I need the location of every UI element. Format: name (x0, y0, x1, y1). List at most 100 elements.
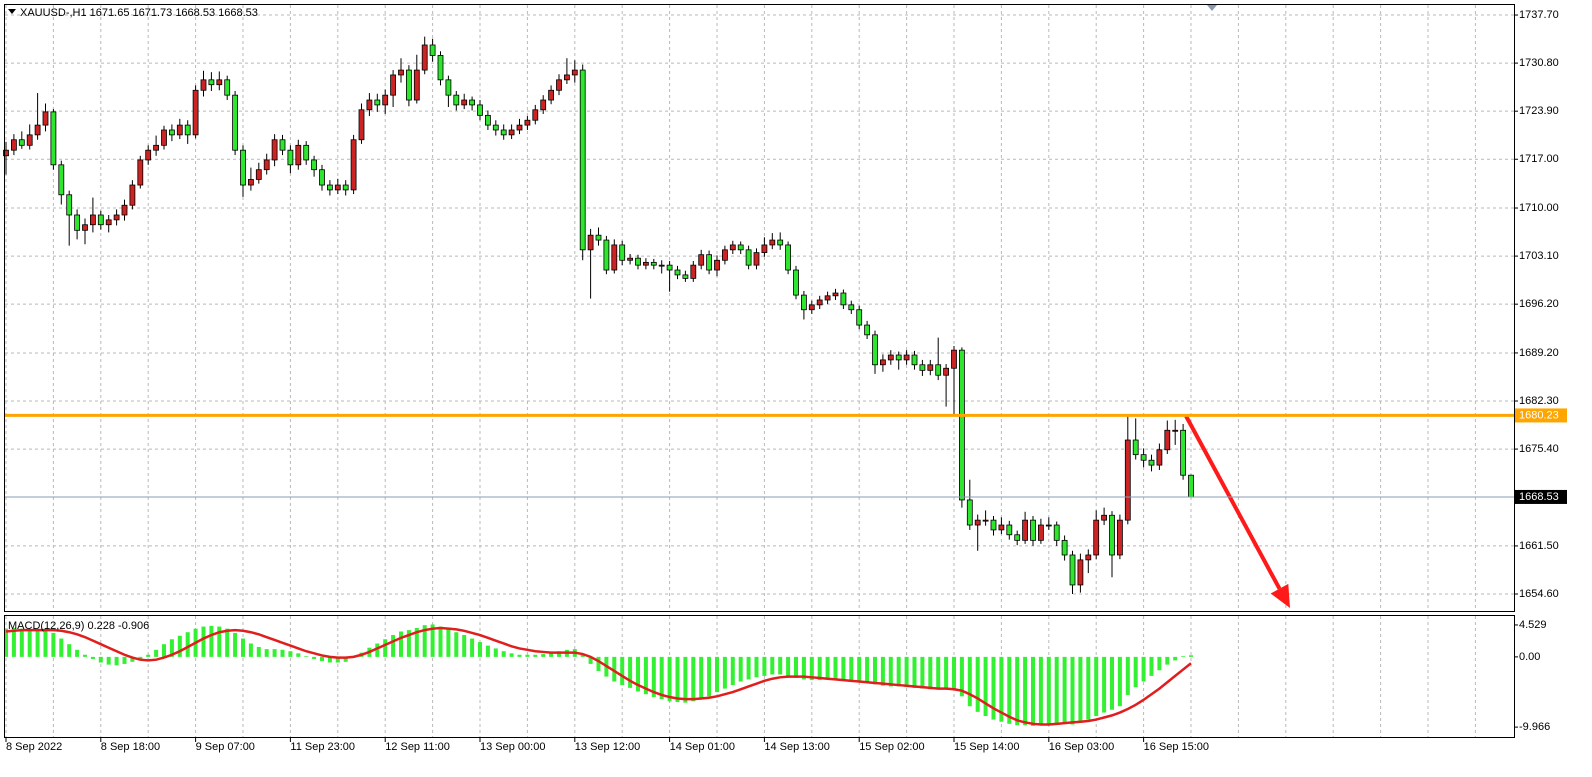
y-tick-label: 1737.70 (1519, 9, 1559, 21)
candle-body (690, 264, 697, 279)
macd-bar (801, 656, 806, 680)
macd-bar (746, 656, 751, 680)
level-label-box (1515, 408, 1567, 423)
candle-body (785, 244, 791, 271)
candle-body (58, 164, 65, 196)
candle-body (66, 194, 73, 216)
candle-body (1164, 429, 1171, 451)
macd-bar (478, 642, 482, 657)
macd-bar (406, 630, 411, 657)
x-tick-label: 13 Sep 00:00 (480, 741, 545, 753)
macd-bar (999, 656, 1004, 722)
candle-body (587, 234, 594, 251)
candle-body (192, 89, 199, 136)
candle-body (619, 244, 626, 261)
candle-body (50, 111, 57, 166)
macd-bar (865, 656, 870, 683)
y-tick-label: 1682.30 (1519, 395, 1559, 407)
macd-bar (722, 656, 727, 689)
macd-bar (114, 656, 119, 666)
candle-body (10, 139, 17, 151)
macd-bar (778, 656, 783, 675)
macd-bar (912, 656, 917, 688)
candle-body (745, 249, 752, 266)
candle-body (18, 139, 25, 146)
macd-bar (67, 644, 72, 657)
x-tick-label: 13 Sep 12:00 (575, 741, 640, 753)
candle-body (287, 149, 294, 166)
macd-bar (936, 656, 941, 690)
macd-bar (1062, 656, 1067, 724)
candle-body (1077, 559, 1084, 586)
macd-bar (1023, 656, 1028, 726)
x-tick-label: 8 Sep 18:00 (101, 741, 160, 753)
macd-bar (391, 635, 396, 657)
x-tick-label: 9 Sep 07:00 (196, 741, 255, 753)
x-tick-label: 12 Sep 11:00 (385, 741, 450, 753)
candle-body (990, 519, 997, 531)
candle-body (903, 354, 910, 361)
macd-bar (786, 656, 791, 677)
macd-bar (991, 656, 996, 720)
candle-body (508, 129, 515, 136)
macd-bar (414, 627, 419, 657)
annotation-arrow (1184, 415, 1290, 608)
macd-label: MACD(12,26,9) 0.228 -0.906 (8, 620, 149, 632)
candle-body (1061, 539, 1068, 556)
macd-bar (446, 629, 451, 657)
macd-bar (462, 635, 467, 657)
macd-bar (636, 656, 640, 692)
candle-body (437, 55, 444, 81)
candle-body (1117, 519, 1123, 556)
candle-body (295, 144, 302, 166)
macd-bar (1141, 656, 1146, 682)
collapse-icon[interactable] (8, 9, 16, 14)
y-tick-label: 1710.00 (1519, 202, 1559, 214)
macd-bar (580, 654, 585, 657)
candle-body (777, 239, 784, 246)
candle-body (319, 169, 325, 186)
candle-body (1140, 454, 1147, 461)
y-tick-label: 1689.20 (1519, 347, 1559, 359)
macd-bar (1125, 656, 1130, 695)
candle-body (808, 304, 815, 311)
x-tick-label: 15 Sep 14:00 (954, 741, 1019, 753)
macd-bar (920, 656, 925, 689)
macd-bar (1173, 656, 1178, 661)
chart-title: XAUUSD-,H1 1671.65 1671.73 1668.53 1668.… (20, 7, 258, 19)
candle-body (832, 292, 839, 297)
candle-body (722, 249, 728, 261)
candle-body (1124, 439, 1131, 521)
macd-bar (454, 632, 459, 657)
macd-bar (541, 654, 546, 657)
macd-bar (304, 656, 309, 657)
candle-body (714, 259, 720, 271)
candle-body (1006, 524, 1013, 536)
candle-body (1030, 519, 1036, 541)
macd-bar (849, 656, 854, 681)
macd-bar (809, 656, 814, 681)
macd-bar (1007, 656, 1012, 724)
macd-bar (1070, 656, 1075, 725)
shift-marker[interactable] (1207, 5, 1217, 11)
macd-bar (525, 654, 530, 657)
macd-bar (1149, 656, 1154, 676)
macd-bar (209, 625, 214, 657)
candle-body (216, 79, 223, 86)
candle-body (856, 309, 863, 326)
macd-bar (533, 654, 538, 657)
y-tick-label: 1703.10 (1519, 250, 1559, 262)
macd-bar (612, 656, 617, 682)
candle-body (232, 94, 239, 151)
macd-bar (138, 656, 143, 659)
macd-bar (1086, 656, 1091, 720)
candle-body (706, 254, 712, 271)
macd-bar (651, 656, 656, 698)
x-tick-label: 11 Sep 23:00 (290, 741, 355, 753)
candle-body (90, 214, 96, 226)
macd-bar (264, 649, 269, 657)
macd-bar (272, 649, 277, 657)
macd-bar (59, 638, 64, 657)
candle-body (840, 292, 847, 306)
candle-body (1180, 429, 1186, 476)
